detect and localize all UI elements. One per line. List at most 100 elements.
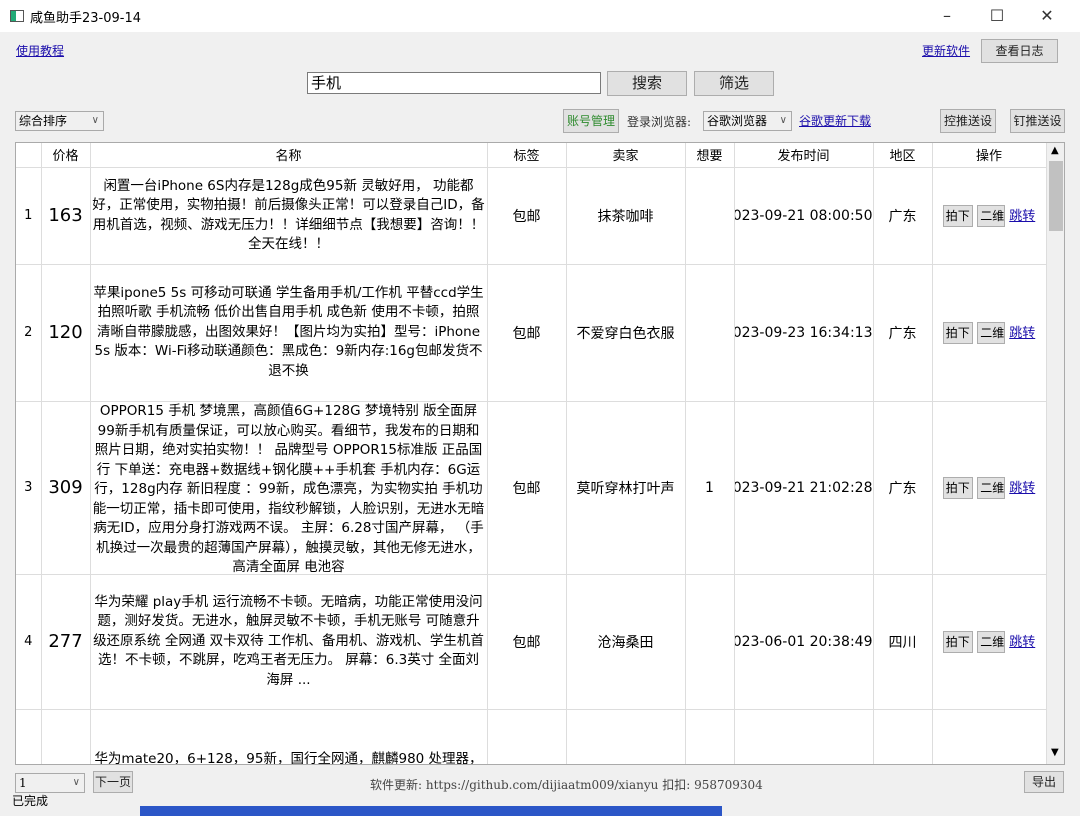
push-settings-button-2[interactable]: 钉推送设 [1010,109,1065,133]
results-table: 价格 名称 标签 卖家 想要 发布时间 地区 操作 1 163 闲置一台iPhone 6S内存是1… [15,142,1065,765]
row-index: 2 [16,264,42,402]
column-header-actions[interactable]: 操作 [932,143,1047,168]
row-index: 5 [16,709,42,764]
price-cell: 277 [41,574,91,710]
want-cell [685,709,735,764]
name-cell: 华为荣耀 play手机 运行流畅不卡顿。无暗病，功能正常使用没问题，测好发货。无… [90,574,488,710]
table-row[interactable]: 3 309 OPPOR15 手机 梦境黑，高颜值6G+128G 梦境特别 版全面屏 … [16,401,1047,575]
window-title: 咸鱼助手23-09-14 [30,10,142,26]
time-cell: 2023-08-28 16:16:58 [734,709,874,764]
actions-cell: 拍下 二维码跳转 [932,264,1047,402]
page-select[interactable]: 1 ∨ [15,773,85,793]
search-input[interactable]: 手机 [307,72,601,94]
browser-select-value: 谷歌浏览器 [707,114,768,128]
tutorial-link[interactable]: 使用教程 [16,44,65,58]
jump-link[interactable]: 跳转 [1009,208,1036,224]
scrollbar-thumb[interactable] [1049,161,1063,231]
qrcode-button[interactable]: 二维码 [977,630,1006,653]
item-title: 闲置一台iPhone 6S内存是128g成色95新 灵敏好用， 功能都好，正常使… [92,177,485,253]
buy-button[interactable]: 拍下 [942,321,973,344]
column-header-region[interactable]: 地区 [873,143,933,168]
seller-cell: 抹茶咖啡 [566,167,686,265]
chrome-download-link[interactable]: 谷歌更新下载 [799,114,872,128]
time-cell: 2023-09-21 08:00:50 [734,167,874,265]
column-header-name[interactable]: 名称 [90,143,488,168]
browser-select[interactable]: 谷歌浏览器 ∨ [703,111,792,131]
want-cell: 1 [685,401,735,575]
filter-button[interactable]: 筛选 [694,71,774,96]
table-row[interactable]: 5438华为mate20，6+128，95新，国行全网通，麒麟980 处理器，6… [16,709,1047,765]
column-header-time[interactable]: 发布时间 [734,143,874,168]
tag-cell: 包邮 [487,401,567,575]
jump-link[interactable]: 跳转 [1009,480,1036,496]
export-button[interactable]: 导出 [1024,771,1064,793]
buy-button[interactable]: 拍下 [942,204,973,227]
account-management-button[interactable]: 账号管理 [563,109,619,133]
close-button[interactable]: ✕ [1040,6,1054,25]
publish-time: 2023-09-21 08:00:50 [734,207,873,224]
minimize-button[interactable]: – [943,6,951,25]
view-log-button[interactable]: 查看日志 [981,39,1058,63]
qrcode-button[interactable]: 二维码 [977,476,1006,499]
table-row[interactable]: 2 120 苹果ipone5 5s 可移动可联通 学生备用手机/工作机 平替ccd学… [16,264,1047,402]
item-title: 华为荣耀 play手机 运行流畅不卡顿。无暗病，功能正常使用没问题，测好发货。无… [93,593,484,688]
actions-cell: 拍下 二维码跳转 [932,167,1047,265]
item-title: 苹果ipone5 5s 可移动可联通 学生备用手机/工作机 平替ccd学生拍照听… [93,284,484,379]
scroll-up-icon[interactable]: ▲ [1051,145,1059,156]
jump-link[interactable]: 跳转 [1009,634,1036,650]
want-cell [685,167,735,265]
seller-cell: 不爱穿白色衣服 [566,264,686,402]
footer-info: 软件更新: https://github.com/dijiaatm009/xia… [370,778,763,792]
sort-select[interactable]: 综合排序 ∨ [15,111,104,131]
time-cell: 2023-09-23 16:34:13 [734,264,874,402]
qrcode-button[interactable]: 二维码 [977,204,1006,227]
name-cell: 苹果ipone5 5s 可移动可联通 学生备用手机/工作机 平替ccd学生拍照听… [90,264,488,402]
qrcode-button[interactable]: 二维码 [977,321,1006,344]
title-bar: 咸鱼助手23-09-14 – ☐ ✕ [0,0,1080,32]
table-header: 价格 名称 标签 卖家 想要 发布时间 地区 操作 [16,143,1047,168]
browser-label: 登录浏览器: [627,115,692,129]
name-cell: 闲置一台iPhone 6S内存是128g成色95新 灵敏好用， 功能都好，正常使… [90,167,488,265]
sort-select-value: 综合排序 [19,114,68,128]
scroll-down-icon[interactable]: ▼ [1051,747,1059,758]
price-cell: 163 [41,167,91,265]
table-row[interactable]: 4 277 华为荣耀 play手机 运行流畅不卡顿。无暗病，功能正常使用没问题，测好… [16,574,1047,710]
next-page-button[interactable]: 下一页 [93,771,133,793]
seller-cell: 沧海桑田 [566,574,686,710]
search-button[interactable]: 搜索 [607,71,687,96]
seller-cell: 莫听穿林打叶声 [566,401,686,575]
jump-link[interactable]: 跳转 [1009,325,1036,341]
item-title: 华为mate20，6+128，95新，国行全网通，麒麟980 处理器，6.53英… [94,750,483,765]
page-select-value: 1 [19,776,27,790]
vertical-scrollbar[interactable]: ▲ ▼ [1046,143,1064,764]
maximize-button[interactable]: ☐ [989,6,1005,25]
status-text: 已完成 [12,794,49,808]
item-title: OPPOR15 手机 梦境黑，高颜值6G+128G 梦境特别 版全面屏 99新手… [92,403,485,573]
region-cell: 贵州 [873,709,933,764]
column-header-seller[interactable]: 卖家 [566,143,686,168]
price-cell: 120 [41,264,91,402]
name-cell: 华为mate20，6+128，95新，国行全网通，麒麟980 处理器，6.53英… [90,709,488,765]
push-settings-button-1[interactable]: 控推送设 [940,109,996,133]
chevron-down-icon: ∨ [72,777,80,788]
app-icon [10,10,24,22]
background-taskbar [140,806,722,816]
price-cell: 438 [41,709,91,764]
name-cell: OPPOR15 手机 梦境黑，高颜值6G+128G 梦境特别 版全面屏 99新手… [90,401,488,575]
buy-button[interactable]: 拍下 [942,630,973,653]
tag-cell: 包邮 [487,574,567,710]
column-header-tag[interactable]: 标签 [487,143,567,168]
price-cell: 309 [41,401,91,575]
column-header-index[interactable] [16,143,42,168]
table-row[interactable]: 1 163 闲置一台iPhone 6S内存是128g成色95新 灵敏好用， 功能都好… [16,167,1047,265]
row-index: 4 [16,574,42,710]
tag-cell: 包邮 [487,709,567,764]
column-header-price[interactable]: 价格 [41,143,91,168]
chevron-down-icon: ∨ [779,115,787,126]
region-cell: 广东 [873,167,933,265]
buy-button[interactable]: 拍下 [942,476,973,499]
column-header-want[interactable]: 想要 [685,143,735,168]
seller-cell: 一见钟情 [566,709,686,764]
want-cell [685,264,735,402]
update-software-link[interactable]: 更新软件 [922,44,971,58]
